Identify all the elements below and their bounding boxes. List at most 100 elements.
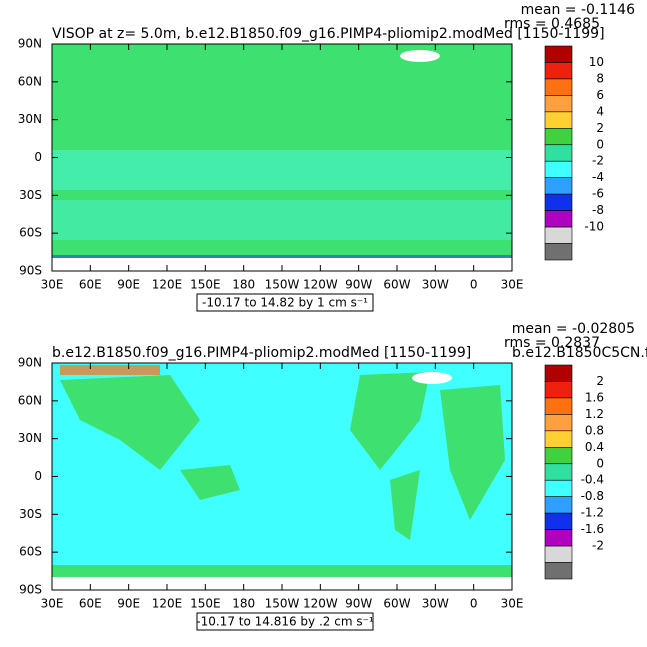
x-label: 120W [303,597,338,611]
panel-title: b.e12.B1850.f09_g16.PIMP4-pliomip2.modMe… [52,345,471,361]
subtitle-box [196,612,374,631]
colorbar-box [544,177,573,195]
y-label: 0 [34,150,42,164]
x-label: 150E [190,278,221,292]
subtitle: -10.17 to 14.816 by .2 cm s⁻¹ [196,615,374,629]
colorbar-box [544,529,573,547]
y-label: 30S [19,507,42,521]
colorbar-label: 0.4 [585,440,604,454]
y-label: 0 [34,469,42,483]
x-label: 60W [383,597,410,611]
x-label: 30E [501,278,524,292]
colorbar-box [544,463,573,481]
x-label: 90W [345,278,372,292]
y-label: 90N [18,356,42,370]
x-label: 180 [232,597,255,611]
colorbar-box [544,62,573,80]
colorbar-label: -4 [592,170,604,184]
x-label: 30E [41,597,64,611]
stat-mean: mean = -0.1146 [521,2,635,18]
colorbar-box [544,226,573,244]
colorbar-label: -0.4 [581,473,604,487]
x-label: 0 [470,597,478,611]
y-label: 60N [18,393,42,407]
x-label: 30W [422,278,449,292]
colorbar-box [544,364,573,382]
colorbar-box [544,128,573,146]
x-label: 30E [501,597,524,611]
colorbar-label: 4 [596,104,604,118]
colorbar-box [544,160,573,178]
map-field [52,44,512,258]
colorbar-box [544,414,573,432]
colorbar-box [544,210,573,228]
colorbar-box [544,95,573,113]
x-label: 60E [79,597,102,611]
x-label: 120W [303,278,338,292]
colorbar-label: -0.8 [581,489,604,503]
x-label: 60E [79,278,102,292]
x-label: 60W [383,278,410,292]
colorbar-box [544,381,573,399]
colorbar-label: 6 [596,88,604,102]
y-label: 90N [18,37,42,51]
x-label: 150W [265,278,300,292]
colorbar-label: 1.2 [585,407,604,421]
y-label: 30S [19,188,42,202]
subtitle: -10.17 to 14.82 by 1 cm s⁻¹ [202,296,368,310]
x-label: 0 [470,278,478,292]
colorbar-label: -6 [592,187,604,201]
colorbar-box [544,545,573,563]
stat-rms: rms = 0.4685 [504,16,600,32]
colorbar-label: -1.2 [581,506,604,520]
x-label: 90W [345,597,372,611]
colorbar-box [544,512,573,530]
colorbar-label: -2 [592,154,604,168]
colorbar-box [544,479,573,497]
x-label: 120E [152,597,183,611]
y-label: 30N [18,112,42,126]
y-label: 60S [19,226,42,240]
colorbar-label: 10 [589,55,604,69]
y-label: 90S [19,264,42,278]
panel-title-right: b.e12.B1850C5CN.f [512,345,647,361]
colorbar-label: -10 [584,220,604,234]
colorbar-label: -8 [592,203,604,217]
x-label: 120E [152,278,183,292]
map-field [52,363,512,577]
colorbar-label: -2 [592,539,604,553]
colorbar-label: 8 [596,71,604,85]
panel-title: VISOP at z= 5.0m, b.e12.B1850.f09_g16.PI… [52,26,605,42]
y-label: 30N [18,431,42,445]
colorbar-box [544,45,573,63]
y-label: 60N [18,74,42,88]
colorbar-label: 1.6 [585,390,604,404]
stat-rms: rms = 0.2837 [504,335,600,351]
colorbar-box [544,243,573,261]
colorbar-box [544,397,573,415]
colorbar-box [544,562,573,580]
x-label: 30W [422,597,449,611]
y-label: 90S [19,583,42,597]
colorbar-label: 0 [596,456,604,470]
colorbar-label: 0.8 [585,423,604,437]
colorbar-box [544,111,573,129]
subtitle-box [196,293,374,312]
colorbar-box [544,78,573,96]
colorbar-box [544,430,573,448]
x-label: 90E [117,278,140,292]
colorbar-box [544,496,573,514]
x-label: 150E [190,597,221,611]
colorbar-label: -1.6 [581,522,604,536]
colorbar-label: 2 [596,121,604,135]
x-label: 150W [265,597,300,611]
stat-mean: mean = -0.02805 [512,321,635,337]
y-label: 60S [19,545,42,559]
colorbar-box [544,193,573,211]
x-label: 30E [41,278,64,292]
colorbar-label: 0 [596,137,604,151]
x-label: 180 [232,278,255,292]
colorbar-box [544,144,573,162]
x-label: 90E [117,597,140,611]
